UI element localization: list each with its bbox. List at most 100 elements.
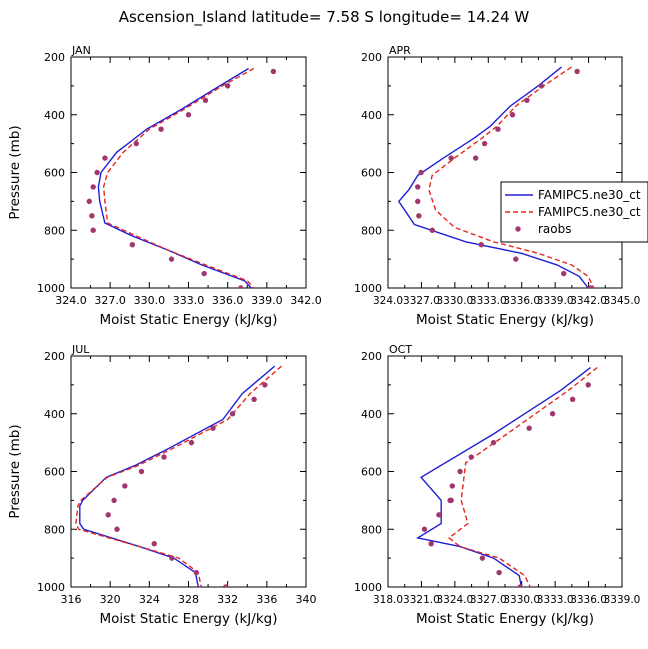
raobs-point bbox=[193, 569, 200, 576]
raobs-point bbox=[524, 97, 530, 104]
y-tick-label: 1000 bbox=[37, 282, 65, 295]
model-line-solid bbox=[415, 367, 591, 587]
y-tick-label: 200 bbox=[44, 51, 65, 64]
raobs-point bbox=[569, 396, 576, 403]
y-tick-label: 200 bbox=[361, 350, 382, 363]
y-tick-label: 200 bbox=[361, 51, 382, 64]
x-axis-label: Moist Static Energy (kJ/kg) bbox=[416, 312, 594, 328]
raobs-point bbox=[513, 256, 519, 262]
x-tick-label: 340 bbox=[296, 593, 317, 606]
raobs-point bbox=[587, 285, 594, 288]
x-tick-label: 3333.0 bbox=[537, 594, 574, 606]
x-tick-label: 324.0 bbox=[55, 294, 87, 307]
figure-title: Ascension_Island latitude= 7.58 S longit… bbox=[119, 8, 530, 27]
raobs-point bbox=[151, 540, 157, 547]
y-tick-label: 600 bbox=[44, 167, 65, 180]
raobs-point bbox=[415, 184, 421, 190]
x-tick-label: 3339.0 bbox=[604, 594, 641, 606]
raobs-point bbox=[418, 169, 424, 176]
x-tick-label: 330.0 bbox=[134, 294, 166, 307]
y-tick-label: 800 bbox=[361, 224, 382, 237]
raobs-point bbox=[549, 411, 556, 417]
raobs-point bbox=[457, 468, 463, 475]
raobs-point bbox=[479, 555, 486, 561]
x-tick-label: 332 bbox=[217, 593, 238, 606]
panel-label: JUL bbox=[71, 343, 90, 356]
raobs-point bbox=[94, 169, 100, 176]
x-axis-label: Moist Static Energy (kJ/kg) bbox=[100, 312, 278, 328]
raobs-point bbox=[133, 140, 139, 147]
x-tick-label: 327.0 bbox=[94, 294, 126, 307]
legend-label: FAMIPC5.ne30_ct bbox=[538, 188, 641, 202]
panel-label: APR bbox=[389, 44, 411, 57]
raobs-point bbox=[496, 569, 502, 576]
x-tick-label: 336 bbox=[256, 593, 277, 606]
x-tick-label: 3336.0 bbox=[570, 594, 607, 606]
plot-frame bbox=[387, 355, 623, 588]
x-axis-label: Moist Static Energy (kJ/kg) bbox=[100, 611, 278, 627]
raobs-point bbox=[490, 439, 497, 446]
raobs-point bbox=[472, 155, 479, 161]
y-tick-label: 1000 bbox=[37, 581, 65, 594]
x-tick-label: 3330.0 bbox=[436, 295, 473, 307]
x-tick-label: 318.0 bbox=[373, 594, 403, 606]
y-tick-label: 800 bbox=[44, 523, 65, 536]
raobs-point bbox=[495, 126, 501, 132]
x-tick-label: 316 bbox=[61, 593, 82, 606]
raobs-point bbox=[188, 439, 195, 446]
y-tick-label: 600 bbox=[361, 466, 382, 479]
x-tick-label: 3342.0 bbox=[570, 295, 607, 307]
x-tick-label: 3345.0 bbox=[604, 295, 641, 307]
raobs-point bbox=[561, 270, 567, 277]
panel-label: JAN bbox=[71, 44, 91, 57]
model-line-solid bbox=[397, 66, 589, 288]
raobs-point bbox=[478, 241, 484, 248]
plot-frame bbox=[70, 355, 307, 588]
plot-area bbox=[86, 67, 277, 288]
raobs-point bbox=[138, 468, 145, 475]
raobs-point bbox=[169, 555, 175, 561]
raobs-point bbox=[517, 584, 523, 587]
x-tick-label: 3339.0 bbox=[537, 295, 574, 307]
model-line-dashed bbox=[102, 67, 255, 288]
raobs-point bbox=[86, 198, 92, 205]
raobs-point bbox=[509, 112, 516, 118]
plot-area bbox=[75, 365, 282, 587]
x-tick-label: 320 bbox=[100, 593, 121, 606]
raobs-point bbox=[201, 270, 207, 277]
x-tick-label: 333.0 bbox=[173, 294, 205, 307]
x-tick-label: 3333.0 bbox=[470, 295, 507, 307]
raobs-point bbox=[105, 512, 111, 518]
x-tick-label: 324.0 bbox=[373, 295, 403, 307]
raobs-point bbox=[538, 83, 545, 89]
model-line-dashed bbox=[428, 66, 595, 288]
raobs-point bbox=[416, 213, 422, 219]
raobs-point bbox=[210, 425, 216, 431]
raobs-point bbox=[481, 140, 488, 147]
x-tick-label: 3327.0 bbox=[403, 295, 440, 307]
y-axis-label: Pressure (mb) bbox=[7, 424, 23, 518]
model-line-dashed bbox=[447, 367, 598, 587]
raobs-point bbox=[89, 213, 95, 219]
plot-frame bbox=[70, 56, 307, 289]
raobs-point bbox=[224, 83, 231, 89]
raobs-point bbox=[238, 285, 244, 288]
raobs-point bbox=[262, 382, 268, 388]
plot-area bbox=[397, 66, 595, 288]
y-tick-label: 800 bbox=[361, 523, 382, 536]
raobs-point bbox=[229, 411, 236, 417]
raobs-point bbox=[202, 97, 209, 104]
y-tick-label: 600 bbox=[44, 466, 65, 479]
model-line-solid bbox=[97, 67, 252, 288]
panel-label: OCT bbox=[389, 343, 412, 356]
raobs-point bbox=[448, 155, 454, 161]
raobs-point bbox=[158, 126, 164, 132]
legend-box bbox=[500, 181, 648, 243]
x-tick-label: 3327.0 bbox=[470, 594, 507, 606]
raobs-point bbox=[449, 483, 455, 489]
